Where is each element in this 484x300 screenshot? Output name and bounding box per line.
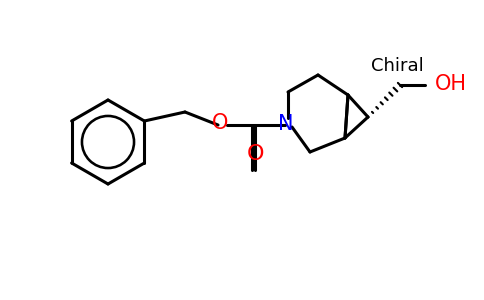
Text: OH: OH (435, 74, 467, 94)
Text: Chiral: Chiral (371, 57, 423, 75)
Text: N: N (278, 114, 294, 134)
Text: O: O (246, 144, 264, 164)
Text: O: O (212, 113, 228, 133)
